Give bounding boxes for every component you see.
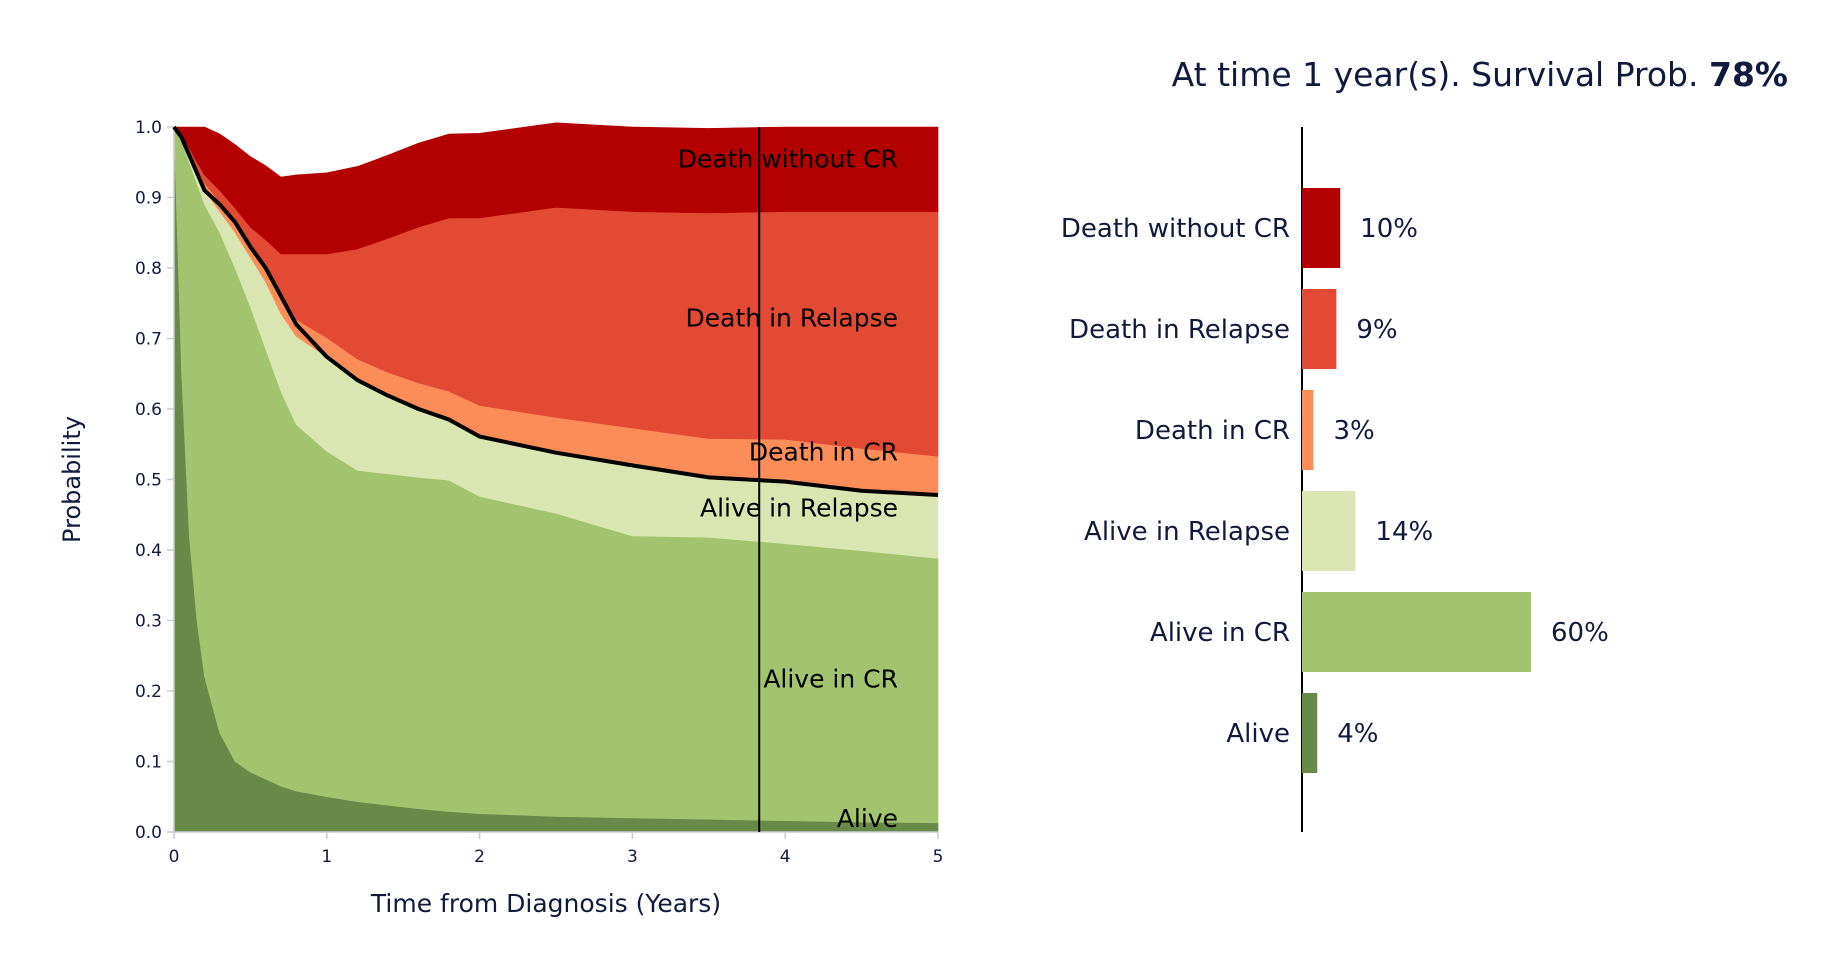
y-tick-label: 0.6 [135,400,162,420]
y-axis-label: Probability [58,416,86,543]
y-tick-label: 0.3 [135,612,162,632]
bar-category-label: Alive [1226,719,1290,749]
bar-category-label: Alive in Relapse [1084,517,1290,547]
bar-alive-in-relapse [1302,491,1356,571]
area-label: Alive in Relapse [700,494,898,523]
x-tick-label: 4 [780,847,791,867]
bar-alive [1302,693,1318,773]
x-axis-label: Time from Diagnosis (Years) [370,889,721,918]
area-axes: 0 1 2 3 4 5 0.0 0.1 0.2 0.3 0.4 0.5 0.6 0.7 0.8 0.9 1.0 [135,118,943,867]
bar-death-in-cr [1302,390,1314,470]
area-label: Alive in CR [763,664,898,693]
y-tick-label: 1.0 [135,118,162,138]
bar-alive-in-cr [1302,592,1531,672]
bar-value-label: 4% [1337,719,1378,749]
area-label: Death in Relapse [686,303,898,332]
x-tick-label: 5 [933,847,944,867]
y-tick-label: 0.5 [135,471,162,491]
bar-death-in-relapse [1302,289,1337,369]
stacked-area-chart: 0 1 2 3 4 50.00.10.20.30.40.50.60.70.80.91.0 … [58,118,943,918]
area-label: Alive [837,804,898,833]
y-tick-label: 0.2 [135,682,162,702]
survival-curve-line [172,125,939,498]
y-tick-label: 0.8 [135,259,162,279]
bar-value-label: 60% [1551,618,1609,648]
y-tick-label: 0.9 [135,189,162,209]
area-labels: Death without CR Death in Relapse Death in… [678,145,898,833]
y-tick-label: 0.0 [135,823,162,843]
area-label: Death in CR [749,437,898,466]
y-tick-label: 0.7 [135,330,162,350]
header-title-prefix: At time 1 year(s). Survival Prob. [1172,55,1709,94]
bar-value-label: 10% [1360,214,1418,244]
area-label: Death without CR [678,145,898,174]
x-tick-label: 3 [627,847,638,867]
area-overlays [172,125,939,832]
y-tick-label: 0.4 [135,541,162,561]
bar-value-label: 9% [1356,315,1397,345]
x-tick-label: 1 [321,847,332,867]
state-probability-bar-chart: Death without CR 10% Death in Relapse 9% Dea… [1061,127,1609,832]
x-tick-label: 0 [169,847,180,867]
x-tick-label: 2 [474,847,485,867]
bar-category-label: Death without CR [1061,214,1290,244]
area-death-without-cr [173,122,939,255]
y-tick-label: 0.1 [135,753,162,773]
bar-category-label: Death in Relapse [1069,315,1290,345]
bar-category-label: Death in CR [1135,416,1290,446]
bar-value-label: 14% [1375,517,1433,547]
bar-death-without-cr [1302,188,1341,268]
bar-category-label: Alive in CR [1150,618,1290,648]
header-survival-value: 78% [1709,55,1788,94]
bar-value-label: 3% [1333,416,1374,446]
area-series-group [173,122,939,833]
header-title: At time 1 year(s). Survival Prob. 78% [1172,55,1788,94]
